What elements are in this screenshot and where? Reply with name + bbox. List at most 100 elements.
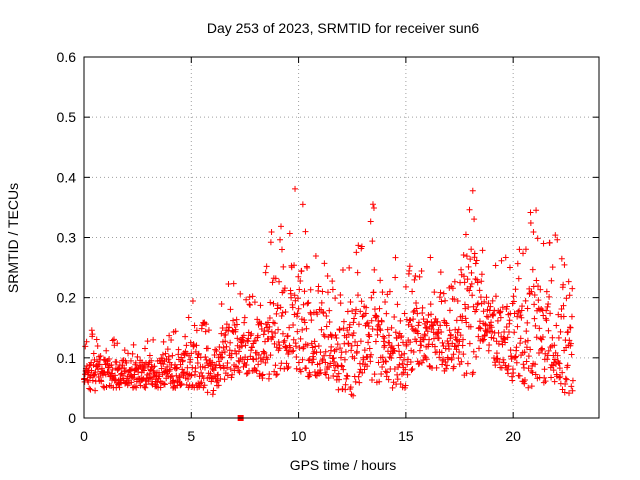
data-point (505, 363, 512, 370)
data-point (481, 298, 488, 305)
data-point (410, 309, 417, 316)
data-point (151, 363, 158, 370)
y-tick-label: 0.5 (57, 109, 77, 125)
data-point (353, 249, 360, 256)
data-point (216, 344, 223, 351)
data-point (242, 342, 249, 349)
data-point (144, 338, 151, 345)
data-point (467, 283, 474, 290)
data-point (379, 364, 386, 371)
data-point (400, 369, 407, 376)
data-point (405, 321, 412, 328)
data-point (389, 384, 396, 391)
data-point (304, 264, 311, 271)
data-point (511, 329, 518, 336)
data-point (281, 285, 288, 292)
data-point (229, 371, 236, 378)
data-point (369, 325, 376, 332)
data-point (327, 360, 334, 367)
data-point (290, 347, 297, 354)
data-point (459, 342, 466, 349)
data-point (324, 289, 331, 296)
data-point (108, 370, 115, 377)
data-point (269, 334, 276, 341)
data-point (386, 288, 393, 295)
data-point (558, 306, 565, 313)
data-point (321, 333, 328, 340)
data-point (221, 376, 228, 383)
data-point (381, 342, 388, 349)
data-point (540, 312, 547, 319)
data-point (245, 335, 252, 342)
data-point (274, 371, 281, 378)
data-point (172, 365, 179, 372)
data-point (396, 361, 403, 368)
data-point (134, 353, 141, 360)
data-point (371, 266, 378, 273)
data-point (175, 346, 182, 353)
data-point (384, 291, 391, 298)
data-point (284, 333, 291, 340)
data-point (185, 314, 192, 321)
data-point (397, 380, 404, 387)
data-point (205, 327, 212, 334)
data-point (465, 303, 472, 310)
data-point (113, 359, 120, 366)
data-point (538, 336, 545, 343)
data-point (223, 321, 230, 328)
data-point (160, 380, 167, 387)
data-point (219, 354, 226, 361)
data-point (294, 328, 301, 335)
data-point (412, 327, 419, 334)
data-point (485, 300, 492, 307)
data-point (280, 263, 287, 270)
data-point (474, 301, 481, 308)
data-point (241, 319, 248, 326)
data-point (560, 281, 567, 288)
data-point (343, 375, 350, 382)
data-point (218, 330, 225, 337)
data-point (525, 384, 532, 391)
data-point (514, 313, 521, 320)
data-point (440, 290, 447, 297)
data-point (303, 325, 310, 332)
data-point (375, 359, 382, 366)
data-point (564, 362, 571, 369)
data-point (272, 330, 279, 337)
data-point (350, 319, 357, 326)
data-point (168, 337, 175, 344)
data-point (285, 348, 292, 355)
data-point (483, 294, 490, 301)
data-point (301, 317, 308, 323)
data-point (531, 291, 538, 298)
data-point (267, 239, 274, 246)
data-point (447, 331, 454, 338)
data-point (517, 340, 524, 347)
data-point (425, 312, 432, 319)
data-point (95, 373, 102, 380)
data-point (394, 301, 401, 308)
data-point (335, 386, 342, 393)
data-point (445, 356, 452, 363)
data-point (336, 376, 343, 383)
data-point (525, 365, 532, 372)
data-point (416, 273, 423, 280)
data-point (515, 275, 522, 282)
data-point (371, 371, 378, 378)
data-point (164, 363, 171, 370)
data-point (408, 323, 415, 330)
y-tick-label: 0.2 (57, 290, 77, 306)
data-point (131, 383, 138, 390)
data-point (496, 309, 503, 316)
data-point (562, 380, 569, 387)
data-point (243, 362, 250, 369)
data-point (553, 322, 560, 329)
data-point (420, 316, 427, 323)
data-point (345, 331, 352, 338)
data-point (565, 278, 572, 285)
data-point (318, 299, 325, 306)
data-point (297, 368, 304, 375)
data-point (246, 301, 253, 308)
data-point (236, 369, 243, 376)
data-point (351, 315, 358, 322)
